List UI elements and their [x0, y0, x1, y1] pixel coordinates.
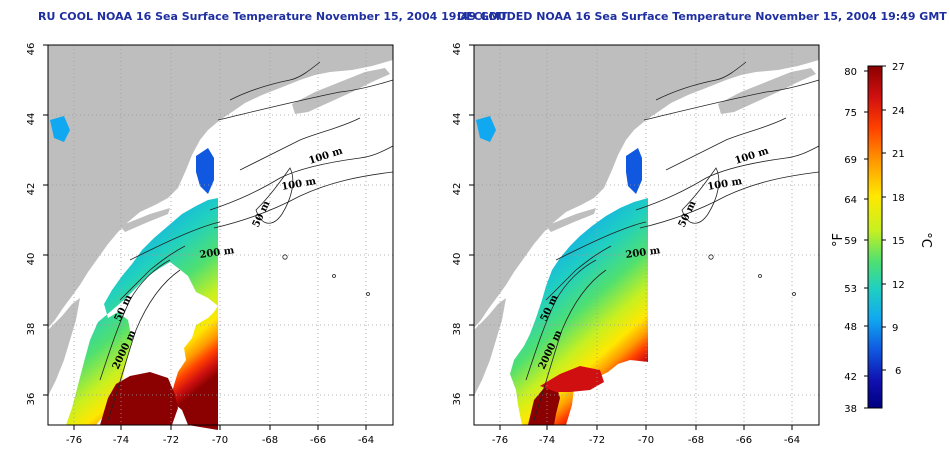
fahrenheit-tick: 53: [844, 284, 857, 295]
panel-title-raw-sst: RU COOL NOAA 16 Sea Surface Temperature …: [38, 10, 508, 23]
lon-axis: [499, 425, 793, 430]
bathymetry-contours: [525, 61, 820, 421]
celsius-tick: 24: [892, 106, 905, 117]
lat-axis: [469, 44, 474, 396]
sst-warm-band: [540, 366, 604, 392]
lon-tick-label: -70: [212, 435, 228, 446]
lat-tick-label: 46: [452, 43, 463, 56]
fahrenheit-unit-label: °F: [831, 233, 846, 247]
long-island: [120, 208, 170, 232]
celsius-tick: 15: [892, 236, 905, 247]
delmarva-land: [474, 298, 506, 396]
nova-scotia: [718, 68, 816, 114]
lat-tick-label: 42: [452, 183, 463, 196]
lon-tick-label: -72: [163, 435, 179, 446]
fahrenheit-tick: 75: [844, 108, 857, 119]
celsius-tick: 21: [892, 149, 905, 160]
lat-tick-label: 40: [452, 253, 463, 266]
sst-coastal-blue: [196, 148, 214, 194]
sst-gulf-blue: [476, 116, 496, 142]
lon-tick-label: -64: [784, 435, 800, 446]
lon-tick-label: -76: [492, 435, 508, 446]
sst-warm-core: [100, 372, 178, 425]
lat-tick-label: 38: [26, 323, 37, 336]
sst-swath: [66, 198, 218, 430]
temperature-colorbar: 80 75 69 64 59 53 48 42 38 27 24 21 18 1…: [831, 62, 933, 415]
lat-axis: [43, 44, 48, 396]
lon-tick-label: -66: [736, 435, 752, 446]
lon-tick-label: -72: [589, 435, 605, 446]
lat-tick-label: 40: [26, 253, 37, 266]
lon-tick-label: -74: [539, 435, 555, 446]
colorbar-ramp: [867, 65, 883, 409]
celsius-tick: 6: [895, 366, 901, 377]
lon-tick-label: -68: [262, 435, 278, 446]
land-mass: [48, 45, 393, 328]
sst-coastal-blue: [626, 148, 642, 194]
lat-lon-grid: [48, 45, 393, 425]
lon-axis: [73, 425, 367, 430]
fahrenheit-tick: 64: [844, 195, 857, 206]
bathymetry-contours: [99, 61, 394, 421]
lat-lon-grid: [474, 45, 819, 425]
lon-tick-label: -66: [310, 435, 326, 446]
celsius-tick: 12: [892, 280, 905, 291]
celsius-tick: 9: [892, 323, 898, 334]
lon-tick-label: -68: [688, 435, 704, 446]
lat-tick-label: 46: [26, 43, 37, 56]
lon-tick-label: -64: [358, 435, 374, 446]
lat-tick-label: 44: [452, 113, 463, 126]
fahrenheit-tick: 69: [844, 155, 857, 166]
fahrenheit-tick: 48: [844, 322, 857, 333]
celsius-tick: 18: [892, 193, 905, 204]
long-island: [546, 208, 596, 232]
lon-tick-label: -70: [638, 435, 654, 446]
map-panel-raw: 100 m 100 m 50 m 200 m 50 m 2000 m 46 44…: [26, 43, 394, 446]
lat-tick-label: 36: [452, 393, 463, 406]
lat-tick-label: 38: [452, 323, 463, 336]
contour-label-200m: 200 m: [625, 245, 662, 261]
lat-tick-label: 36: [26, 393, 37, 406]
fahrenheit-tick: 80: [844, 67, 857, 78]
fahrenheit-tick: 42: [844, 372, 857, 383]
panel-title-declouded-sst: DECLOUDED NOAA 16 Sea Surface Temperatur…: [457, 10, 947, 23]
nova-scotia: [292, 68, 390, 114]
sst-gulf-blue: [50, 116, 70, 142]
sst-swath: [510, 198, 648, 425]
map-panel-declouded: 100 m 100 m 50 m 200 m 50 m 2000 m 46 44…: [452, 43, 820, 446]
fahrenheit-tick: 59: [844, 236, 857, 247]
lat-tick-label: 44: [26, 113, 37, 126]
fahrenheit-tick: 38: [844, 404, 857, 415]
lon-tick-label: -76: [66, 435, 82, 446]
land-mass: [474, 45, 819, 328]
delmarva-land: [48, 298, 80, 396]
lat-tick-label: 42: [26, 183, 37, 196]
lon-tick-label: -74: [113, 435, 129, 446]
celsius-unit-label: °C: [918, 232, 933, 248]
contour-label-200m: 200 m: [199, 245, 236, 261]
celsius-tick: 27: [892, 62, 905, 73]
